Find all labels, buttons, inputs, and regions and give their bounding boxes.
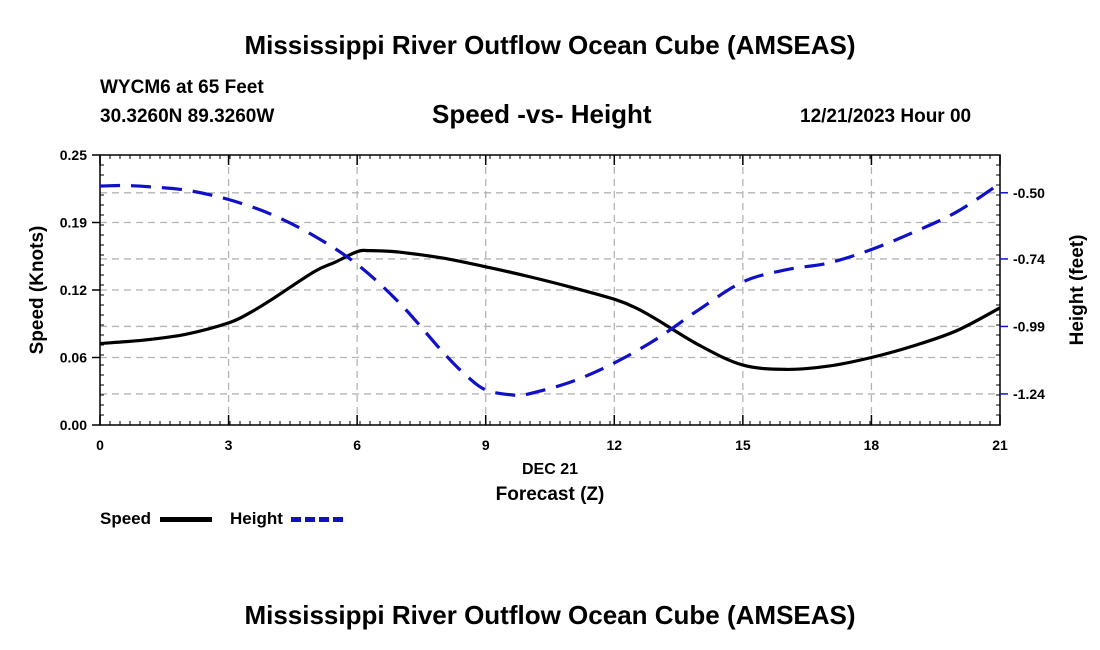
legend-height-label: Height [230, 509, 283, 528]
x-tick-label: 18 [864, 437, 880, 453]
y-tick-label: 0.19 [60, 215, 87, 231]
legend-height-swatch [291, 517, 343, 522]
y-tick-label: 0.06 [60, 350, 87, 366]
x-tick-label: 9 [482, 437, 490, 453]
x-tick-label: 21 [992, 437, 1008, 453]
legend-speed-label: Speed [100, 509, 152, 528]
y-right-axis-label: Height (feet) [1067, 235, 1088, 346]
forecast-datetime: 12/21/2023 Hour 00 [800, 106, 972, 127]
station-coords: 30.3260N 89.3260W [100, 106, 275, 127]
y-right-tick-label: -0.74 [1013, 251, 1045, 267]
x-tick-label: 15 [735, 437, 751, 453]
y-tick-label: 0.12 [60, 282, 87, 298]
x-tick-label: 12 [606, 437, 622, 453]
chart-subtitle: Speed -vs- Height [432, 99, 652, 129]
height-series-line [99, 181, 1001, 398]
station-label: WYCM6 at 65 Feet [100, 77, 264, 98]
footer-title: Mississippi River Outflow Ocean Cube (AM… [244, 600, 856, 630]
x-tick-label: 0 [96, 437, 104, 453]
y-right-tick-label: -1.24 [1013, 386, 1045, 402]
x-tick-label: 6 [353, 437, 361, 453]
speed-series-line [99, 248, 1001, 372]
y-tick-label: 0.25 [60, 147, 87, 163]
y-axis-label: Speed (Knots) [27, 226, 48, 355]
legend-speed-swatch [160, 517, 212, 522]
page-title: Mississippi River Outflow Ocean Cube (AM… [244, 30, 856, 60]
x-axis-date: DEC 21 [522, 461, 578, 478]
y-right-tick-label: -0.50 [1013, 185, 1045, 201]
x-axis-label: Forecast (Z) [496, 484, 605, 505]
y-right-tick-label: -0.99 [1013, 318, 1045, 334]
y-tick-label: 0.00 [60, 417, 87, 433]
x-tick-label: 3 [225, 437, 233, 453]
